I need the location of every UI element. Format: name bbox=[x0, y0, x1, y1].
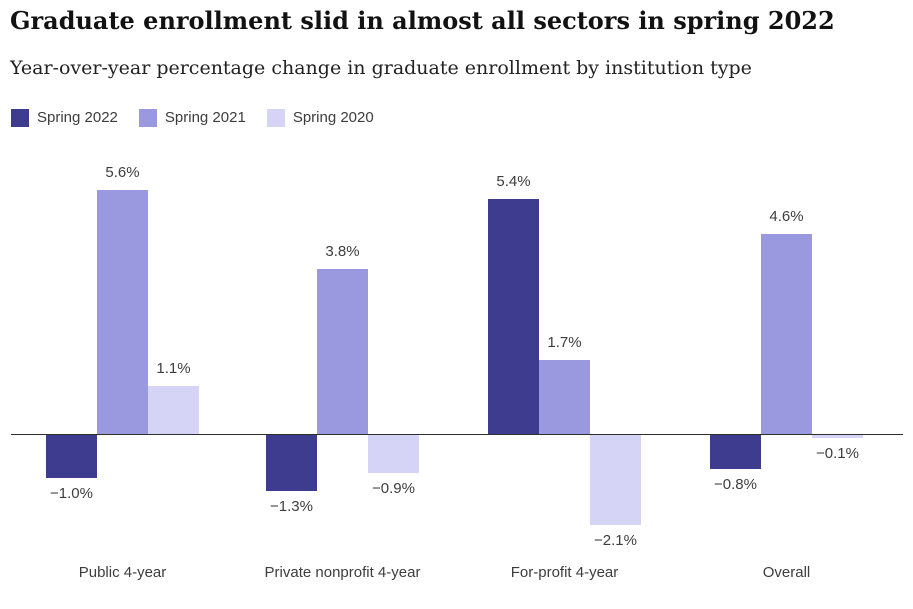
bar-spring-2022-overall bbox=[710, 434, 761, 469]
value-label-spring-2020-overall: −0.1% bbox=[816, 445, 859, 463]
value-label-spring-2021-for-profit-4-year: 1.7% bbox=[547, 334, 582, 352]
chart-title: Graduate enrollment slid in almost all s… bbox=[10, 6, 835, 35]
chart-subtitle: Year-over-year percentage change in grad… bbox=[10, 57, 752, 79]
value-label-spring-2020-private-nonprofit-4-year: −0.9% bbox=[372, 480, 415, 498]
bar-spring-2021-public-4-year bbox=[97, 190, 148, 434]
category-label-private-nonprofit-4-year: Private nonprofit 4-year bbox=[264, 564, 421, 581]
bar-spring-2021-overall bbox=[761, 233, 812, 434]
value-label-spring-2022-overall: −0.8% bbox=[714, 475, 757, 493]
bar-spring-2022-for-profit-4-year bbox=[488, 199, 539, 434]
x-axis-line bbox=[11, 433, 903, 435]
legend-item-spring-2022: Spring 2022 bbox=[11, 109, 118, 127]
legend: Spring 2022 Spring 2021 Spring 2020 bbox=[11, 109, 374, 127]
bar-spring-2020-private-nonprofit-4-year bbox=[368, 434, 419, 474]
bar-spring-2022-private-nonprofit-4-year bbox=[266, 434, 317, 491]
legend-swatch-spring-2022 bbox=[11, 109, 29, 127]
category-label-public-4-year: Public 4-year bbox=[78, 564, 167, 581]
legend-label: Spring 2021 bbox=[164, 109, 246, 126]
legend-item-spring-2021: Spring 2021 bbox=[138, 109, 246, 127]
legend-swatch-spring-2020 bbox=[266, 109, 285, 127]
legend-label: Spring 2020 bbox=[292, 109, 374, 126]
value-label-spring-2022-private-nonprofit-4-year: −1.3% bbox=[270, 497, 313, 515]
legend-swatch-spring-2021 bbox=[138, 109, 157, 127]
value-label-spring-2022-for-profit-4-year: 5.4% bbox=[496, 173, 531, 191]
bar-spring-2022-public-4-year bbox=[46, 434, 97, 478]
bar-spring-2020-public-4-year bbox=[148, 386, 199, 434]
value-label-spring-2021-public-4-year: 5.6% bbox=[105, 164, 140, 182]
bar-spring-2020-overall bbox=[812, 434, 863, 439]
value-label-spring-2020-for-profit-4-year: −2.1% bbox=[594, 532, 637, 550]
legend-label: Spring 2022 bbox=[37, 109, 118, 126]
category-label-for-profit-4-year: For-profit 4-year bbox=[510, 564, 619, 581]
bar-spring-2021-for-profit-4-year bbox=[539, 360, 590, 434]
value-label-spring-2022-public-4-year: −1.0% bbox=[50, 484, 93, 502]
category-label-overall: Overall bbox=[762, 564, 811, 581]
value-label-spring-2021-overall: 4.6% bbox=[769, 207, 804, 225]
legend-item-spring-2020: Spring 2020 bbox=[266, 109, 374, 127]
bar-spring-2020-for-profit-4-year bbox=[590, 434, 641, 526]
value-label-spring-2020-public-4-year: 1.1% bbox=[156, 360, 191, 378]
bar-spring-2021-private-nonprofit-4-year bbox=[317, 268, 368, 434]
value-label-spring-2021-private-nonprofit-4-year: 3.8% bbox=[325, 242, 360, 260]
